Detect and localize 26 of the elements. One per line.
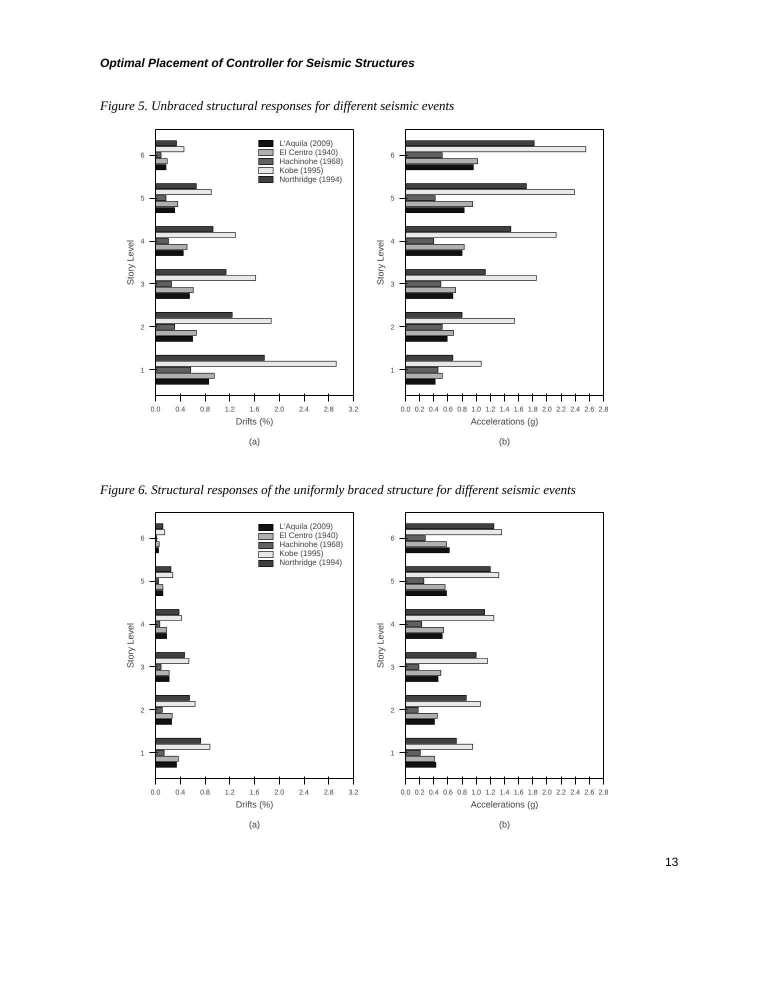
legend-label: L'Aquila (2009) [279,138,333,148]
y-axis-title: Story Level [376,240,386,285]
legend-label: Northridge (1994) [279,174,342,184]
chart-subtitle: Figure 6. Structural responses of the uniformly braced structure for different seismic events [100,480,576,499]
x-axis-title: Accelerations (g) [470,800,538,810]
legend-label: Hachinohe (1968) [279,156,343,166]
text: (a) [249,436,260,446]
text: (a) [249,820,260,830]
text: 13 [665,854,678,872]
x-axis-title: Drifts (%) [236,416,274,426]
chart-subtitle: Figure 5. Unbraced structural responses for different seismic events [100,97,454,116]
legend-label: El Centro (1940) [279,531,338,540]
legend-label: Hachinohe (1968) [279,540,343,550]
chart-title: Optimal Placement of Controller for Seismic Structures [100,55,415,72]
legend-label: Kobe (1995) [279,166,324,175]
text: (b) [499,436,510,446]
text: (b) [499,820,510,830]
y-axis-title: Story Level [376,623,386,668]
x-axis-title: Accelerations (g) [470,416,538,426]
legend-label: Northridge (1994) [279,558,342,568]
legend-label: El Centro (1940) [279,148,338,157]
x-axis-title: Drifts (%) [236,800,274,810]
y-axis-title: Story Level [126,623,136,668]
legend-label: L'Aquila (2009) [279,522,333,532]
legend-label: Kobe (1995) [279,549,324,558]
y-axis-title: Story Level [126,240,136,285]
